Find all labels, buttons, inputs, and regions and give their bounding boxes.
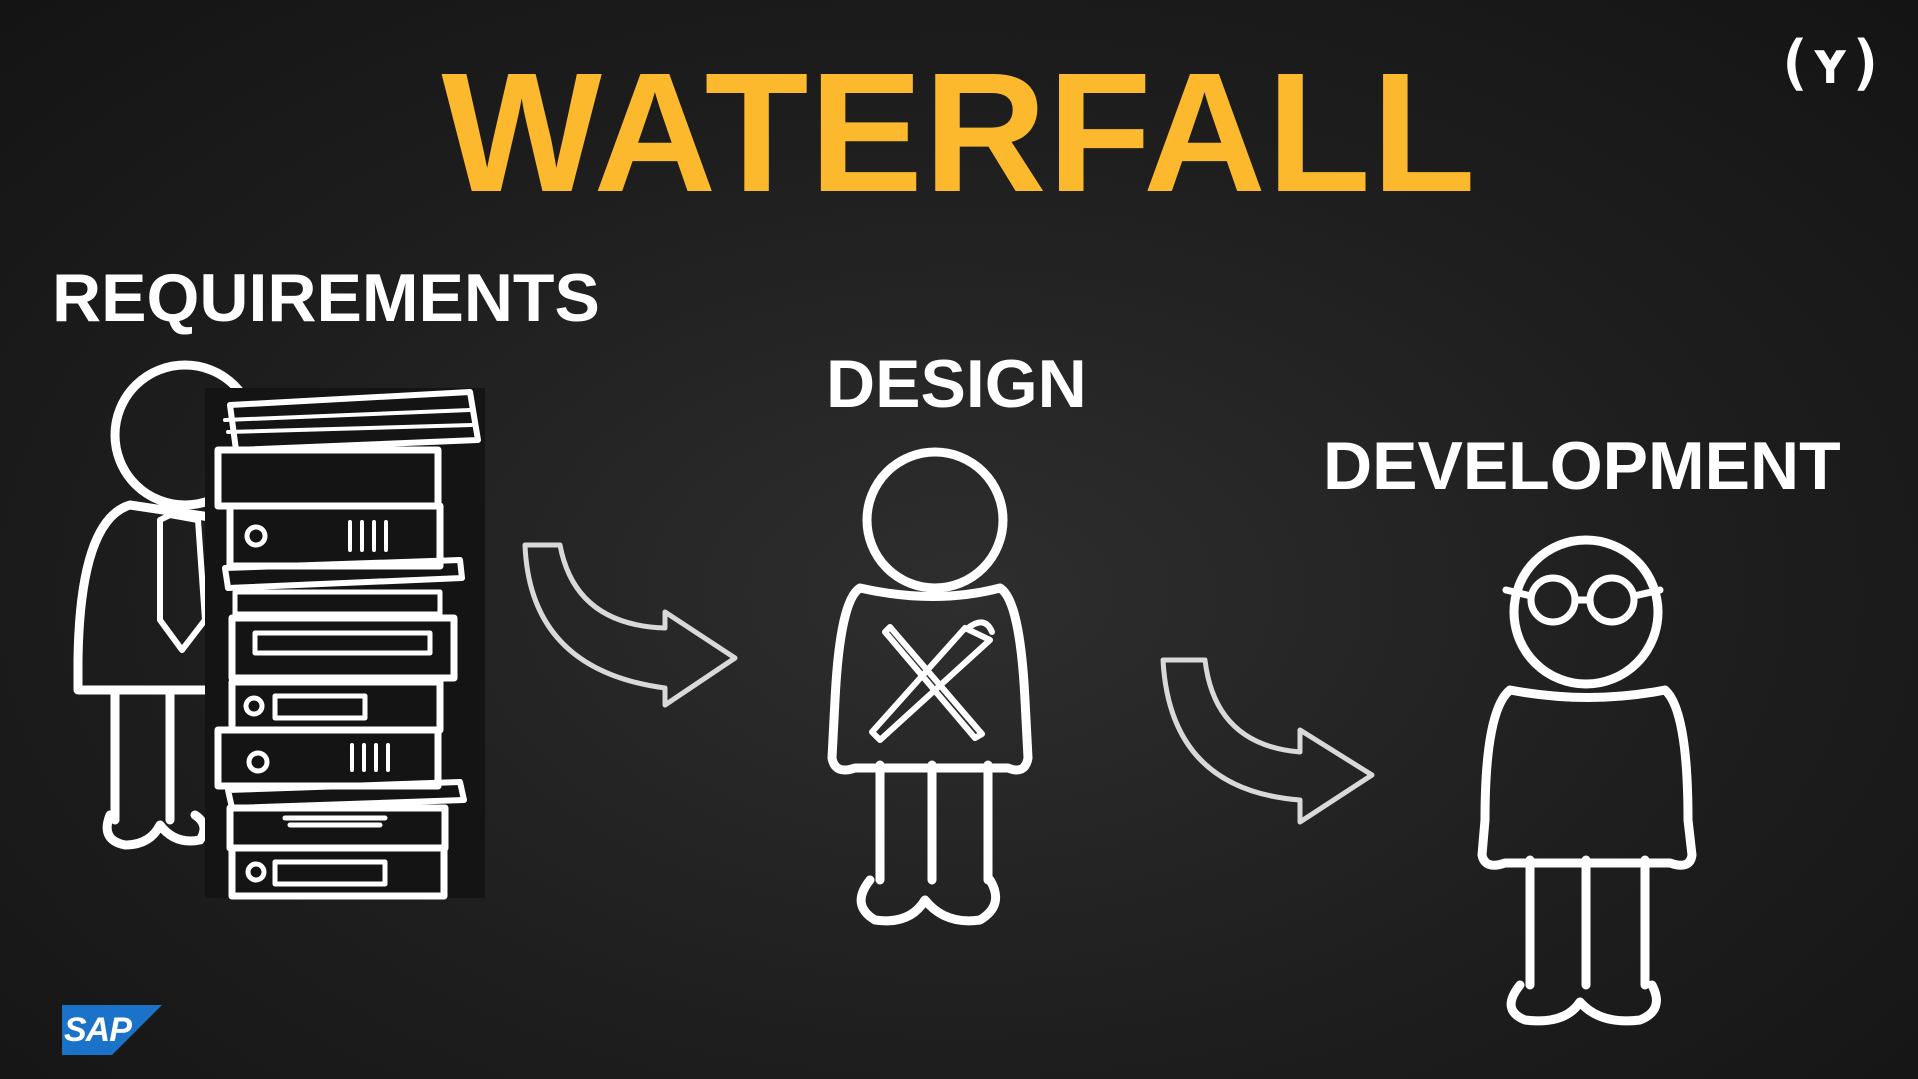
binder-stack-icon xyxy=(205,388,485,900)
sap-logo: SAP xyxy=(62,1005,162,1055)
freecodecamp-logo: (ʏ) xyxy=(1776,28,1885,98)
arrow-1-icon xyxy=(522,542,738,708)
sap-logo-text: SAP xyxy=(64,1011,132,1049)
stage-label-development: DEVELOPMENT xyxy=(1323,428,1841,504)
designer-icon xyxy=(827,447,1033,926)
stage-label-design: DESIGN xyxy=(826,346,1087,422)
businessman-icon xyxy=(73,360,260,850)
arrow-2-icon xyxy=(1160,657,1375,825)
developer-icon xyxy=(1477,535,1697,1026)
stage-label-requirements: REQUIREMENTS xyxy=(52,260,600,336)
page-title: WATERFALL xyxy=(441,38,1477,228)
